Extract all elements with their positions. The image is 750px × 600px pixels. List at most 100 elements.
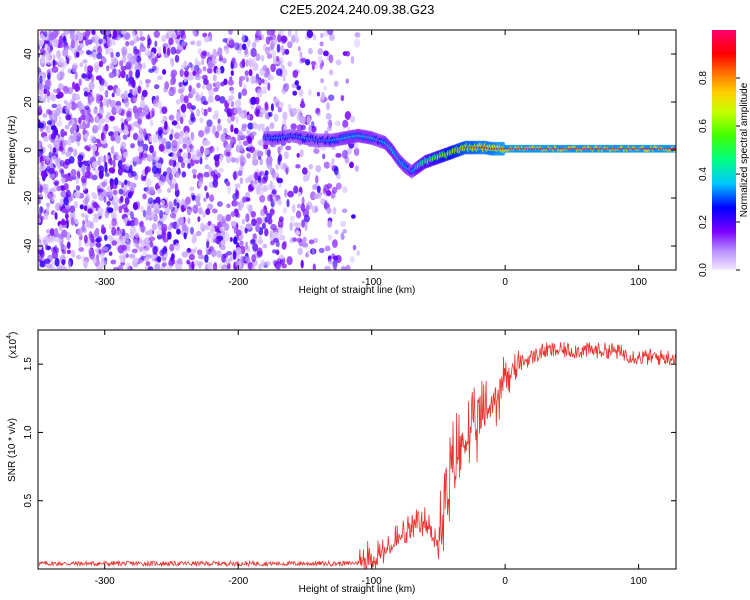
x-tick-label: -200 bbox=[228, 576, 248, 587]
heatmap-cell bbox=[91, 30, 96, 36]
heatmap-cell bbox=[291, 204, 296, 213]
heatmap-cell bbox=[94, 169, 100, 176]
heatmap-cell bbox=[241, 58, 246, 68]
heatmap-cell bbox=[181, 251, 188, 258]
heatmap-cell bbox=[352, 244, 357, 251]
heatmap-cell bbox=[48, 151, 53, 159]
heatmap-cell bbox=[58, 91, 64, 98]
heatmap-cell bbox=[342, 149, 348, 159]
heatmap-cell bbox=[38, 40, 44, 48]
heatmap-cell bbox=[259, 195, 266, 203]
heatmap-cell bbox=[125, 61, 132, 70]
heatmap-cell bbox=[261, 216, 266, 224]
heatmap-cell bbox=[142, 153, 148, 158]
heatmap-cell bbox=[98, 249, 102, 255]
heatmap-cell bbox=[70, 39, 76, 49]
heatmap-cell bbox=[266, 160, 272, 166]
heatmap-cell bbox=[180, 116, 184, 125]
x-tick-label: 0 bbox=[502, 277, 508, 288]
heatmap-cell bbox=[104, 234, 108, 241]
heatmap-cell bbox=[54, 212, 58, 220]
heatmap-cell bbox=[94, 65, 99, 73]
heatmap-cell bbox=[246, 204, 252, 211]
heatmap-cell bbox=[296, 152, 300, 158]
heatmap-cell bbox=[70, 101, 77, 111]
heatmap-cell bbox=[136, 36, 140, 42]
heatmap-cell bbox=[187, 247, 191, 253]
heatmap-cell bbox=[203, 197, 207, 203]
heatmap-cell bbox=[170, 46, 177, 55]
heatmap-cell bbox=[77, 32, 84, 42]
heatmap-cell bbox=[239, 225, 244, 231]
heatmap-cell bbox=[110, 259, 117, 265]
heatmap-cell bbox=[112, 159, 116, 169]
heatmap-cell bbox=[132, 30, 136, 38]
heatmap-cell bbox=[132, 48, 140, 55]
heatmap-cell bbox=[85, 220, 92, 229]
heatmap-cell bbox=[202, 84, 206, 90]
heatmap-cell bbox=[230, 211, 236, 217]
heatmap-cell bbox=[246, 129, 251, 135]
heatmap-cell bbox=[89, 135, 97, 143]
heatmap-cell bbox=[271, 189, 277, 195]
heatmap-cell bbox=[45, 183, 49, 189]
heatmap-cell bbox=[141, 89, 148, 98]
heatmap-cell bbox=[56, 120, 63, 127]
heatmap-cell bbox=[131, 248, 138, 254]
heatmap-cell bbox=[300, 203, 306, 212]
heatmap-cell bbox=[276, 177, 283, 184]
heatmap-cell bbox=[176, 202, 180, 209]
heatmap-cell bbox=[38, 71, 42, 76]
heatmap-cell bbox=[162, 262, 167, 267]
heatmap-cell bbox=[177, 88, 184, 94]
heatmap-cell bbox=[306, 115, 311, 125]
heatmap-cell bbox=[152, 152, 156, 158]
heatmap-cell bbox=[132, 132, 139, 141]
heatmap-cell bbox=[110, 134, 116, 142]
heatmap-cell bbox=[109, 115, 115, 121]
heatmap-cell bbox=[290, 215, 295, 223]
y-tick-label: 1.5 bbox=[23, 357, 34, 371]
heatmap-cell bbox=[124, 197, 130, 206]
heatmap-cell bbox=[156, 223, 161, 230]
heatmap-cell bbox=[204, 185, 208, 192]
heatmap-cell bbox=[117, 167, 123, 176]
heatmap-cell bbox=[134, 112, 140, 120]
heatmap-cell bbox=[95, 75, 102, 81]
heatmap-cell bbox=[194, 159, 200, 165]
heatmap-cell bbox=[45, 125, 52, 134]
heatmap-cell bbox=[233, 171, 237, 181]
heatmap-cell bbox=[296, 85, 302, 91]
heatmap-cell bbox=[182, 143, 187, 149]
heatmap-cell bbox=[187, 71, 194, 81]
heatmap-cell bbox=[145, 83, 150, 88]
heatmap-cell bbox=[73, 191, 81, 199]
heatmap-cell bbox=[327, 220, 332, 228]
heatmap-cell bbox=[254, 37, 260, 43]
heatmap-cell bbox=[272, 37, 278, 46]
heatmap-cell bbox=[98, 122, 102, 131]
heatmap-cell bbox=[315, 175, 319, 184]
heatmap-cell bbox=[124, 32, 131, 40]
heatmap-cell bbox=[124, 101, 130, 108]
heatmap-cell bbox=[287, 61, 293, 67]
chart-title: C2E5.2024.240.09.38.G23 bbox=[280, 2, 435, 17]
heatmap-cell bbox=[42, 73, 46, 83]
heatmap-cell bbox=[195, 94, 202, 102]
heatmap-cell bbox=[236, 49, 242, 55]
heatmap-cell bbox=[256, 88, 263, 98]
heatmap-cell bbox=[43, 30, 48, 38]
heatmap-cell bbox=[229, 237, 233, 242]
heatmap-cell bbox=[156, 234, 163, 240]
heatmap-cell bbox=[115, 87, 121, 97]
heatmap-cell bbox=[95, 93, 101, 102]
heatmap-cell bbox=[119, 60, 124, 67]
heatmap-cell bbox=[198, 181, 203, 188]
heatmap-cell bbox=[55, 30, 60, 36]
heatmap-cell bbox=[140, 100, 146, 109]
heatmap-cell bbox=[45, 52, 51, 60]
heatmap-cell bbox=[281, 263, 288, 269]
heatmap-cell bbox=[169, 133, 173, 141]
heatmap-cell bbox=[174, 132, 180, 140]
bottom-y-axis-label: SNR (10 * v/v) bbox=[7, 418, 18, 482]
